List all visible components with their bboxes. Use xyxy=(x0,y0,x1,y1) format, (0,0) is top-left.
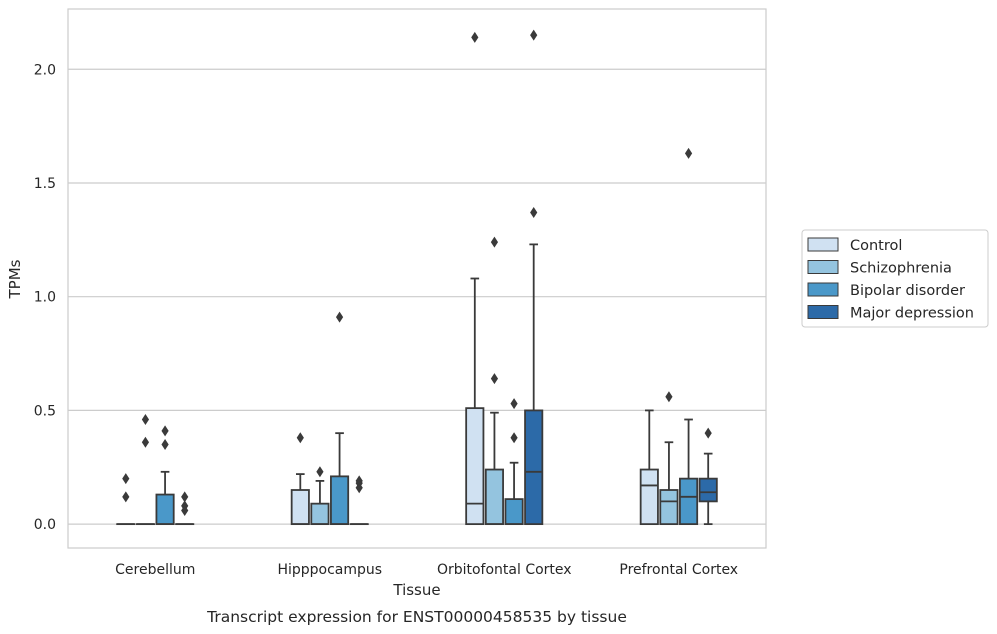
x-tick-labels: Cerebellum Hipppocampus Orbitofontal Corte… xyxy=(115,562,738,578)
box-body xyxy=(504,498,524,526)
outlier-point xyxy=(122,491,130,503)
box-major-depression xyxy=(349,475,369,526)
x-tick-label: Hipppocampus xyxy=(277,562,382,578)
box-bipolar-disorder xyxy=(155,425,175,526)
box-bipolar-disorder xyxy=(330,311,350,526)
box-major-depression xyxy=(698,427,718,526)
box-body xyxy=(698,477,718,503)
box-body xyxy=(524,409,544,526)
x-tick-label: Prefrontal Cortex xyxy=(619,562,738,578)
outlier-point xyxy=(510,432,518,444)
y-axis-label: TPMs xyxy=(6,259,24,299)
outlier-point xyxy=(490,236,499,248)
outlier-point xyxy=(684,147,693,159)
box-body xyxy=(679,477,699,526)
legend-swatch xyxy=(807,282,839,297)
box-body xyxy=(290,489,310,526)
x-tick-label: Cerebellum xyxy=(115,562,195,578)
outlier-point xyxy=(530,29,538,41)
legend-swatch xyxy=(807,237,839,252)
chart-caption: Transcript expression for ENST0000045853… xyxy=(206,608,627,626)
outlier-point xyxy=(141,436,150,448)
plot-frame xyxy=(67,8,767,549)
legend-swatch xyxy=(807,260,839,274)
box-schizophrenia xyxy=(659,391,679,526)
outlier-point xyxy=(181,500,189,512)
y-tick-labels: 0.0 0.5 1.0 1.5 2.0 xyxy=(34,62,56,533)
box-groups xyxy=(116,29,718,526)
box-body xyxy=(330,475,350,526)
outlier-point xyxy=(530,207,538,219)
legend-label: Control xyxy=(850,238,902,254)
box-body xyxy=(659,489,679,526)
outlier-point xyxy=(355,475,363,487)
outlier-point xyxy=(296,432,304,444)
box-control xyxy=(116,473,136,526)
box-body xyxy=(484,468,504,526)
outlier-point xyxy=(181,491,189,503)
box-control xyxy=(465,31,485,526)
outlier-point xyxy=(161,439,169,451)
outlier-point xyxy=(161,425,169,437)
gridlines xyxy=(68,68,766,525)
box-schizophrenia xyxy=(484,236,504,526)
legend-frame xyxy=(801,229,989,328)
box-body xyxy=(639,468,659,526)
box-body xyxy=(465,407,485,526)
box-bipolar-disorder xyxy=(504,398,524,526)
legend-label: Major depression xyxy=(850,306,974,322)
outlier-point xyxy=(335,311,344,323)
box-major-depression xyxy=(524,29,544,526)
y-tick-label: 2.0 xyxy=(34,62,56,78)
outlier-point xyxy=(665,391,673,403)
box-control xyxy=(639,409,659,526)
y-tick-label: 0.5 xyxy=(34,403,56,419)
box-major-depression xyxy=(175,491,195,526)
outlier-point xyxy=(510,398,518,410)
y-tick-label: 1.0 xyxy=(34,290,56,306)
outlier-point xyxy=(141,414,150,426)
outlier-point xyxy=(471,31,479,43)
box-schizophrenia xyxy=(310,466,330,526)
outlier-point xyxy=(490,373,499,385)
outlier-point xyxy=(122,473,130,485)
legend-label: Schizophrenia xyxy=(850,261,952,277)
box-schizophrenia xyxy=(135,414,155,526)
box-bipolar-disorder xyxy=(679,147,699,526)
y-tick-label: 1.5 xyxy=(34,176,56,192)
x-axis-label: Tissue xyxy=(392,581,440,599)
x-tick-label: Orbitofontal Cortex xyxy=(437,562,572,578)
outlier-point xyxy=(704,427,712,439)
legend-swatch xyxy=(807,305,839,319)
outlier-point xyxy=(316,466,324,478)
y-tick-label: 0.0 xyxy=(34,517,56,533)
box-control xyxy=(290,432,310,526)
box-body xyxy=(155,493,175,526)
box-body xyxy=(310,502,330,526)
legend-label: Bipolar disorder xyxy=(850,283,965,299)
legend: Control Schizophrenia Bipolar disorder Majo… xyxy=(801,229,989,328)
